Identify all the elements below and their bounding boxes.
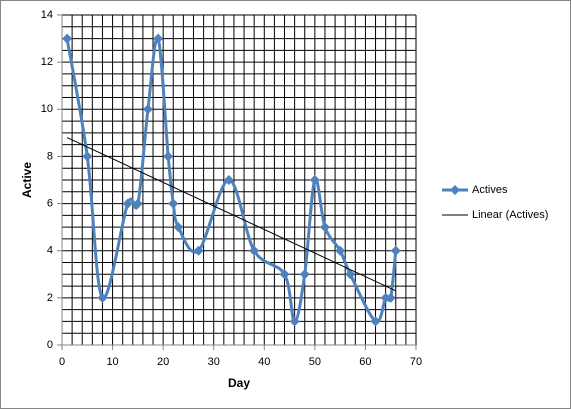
trend-line: [66, 137, 396, 292]
data-marker: [390, 245, 401, 256]
y-tick-label: 6: [47, 197, 53, 209]
x-tick-label: 50: [309, 356, 321, 368]
data-marker: [370, 316, 381, 327]
data-marker: [193, 245, 204, 256]
data-marker: [142, 104, 153, 115]
x-tick-label: 40: [258, 356, 270, 368]
data-marker: [289, 316, 300, 327]
data-marker: [299, 269, 310, 280]
legend-label: Actives: [472, 184, 508, 196]
data-marker: [309, 175, 320, 185]
x-axis-title: Day: [228, 376, 250, 390]
data-marker: [335, 245, 346, 256]
legend-marker: [450, 185, 460, 195]
data-marker: [385, 292, 396, 303]
data-marker: [319, 222, 330, 233]
y-tick-label: 10: [41, 103, 53, 115]
legend-label: Linear (Actives): [472, 209, 548, 221]
data-marker: [62, 33, 73, 44]
data-marker: [97, 292, 108, 303]
data-marker: [82, 151, 93, 162]
data-marker: [223, 175, 234, 185]
data-marker: [168, 198, 179, 209]
data-marker: [345, 269, 356, 280]
data-marker: [249, 245, 260, 256]
x-tick-label: 70: [410, 356, 422, 368]
x-tick-label: 60: [359, 356, 371, 368]
x-tick-label: 10: [106, 356, 118, 368]
data-marker: [163, 151, 174, 162]
y-tick-label: 8: [47, 150, 53, 162]
data-marker: [279, 269, 290, 280]
data-marker: [380, 292, 391, 303]
x-tick-label: 20: [157, 356, 169, 368]
y-tick-label: 2: [47, 292, 53, 304]
y-tick-label: 12: [41, 56, 53, 68]
data-marker: [173, 222, 184, 233]
y-tick-label: 4: [47, 245, 53, 257]
data-marker: [122, 198, 133, 209]
x-tick-label: 30: [208, 356, 220, 368]
y-tick-label: 0: [47, 339, 53, 351]
data-marker: [132, 198, 143, 209]
y-axis-title: Active: [20, 162, 34, 198]
y-tick-label: 14: [41, 9, 53, 21]
x-tick-label: 0: [59, 356, 65, 368]
data-marker: [153, 33, 164, 44]
